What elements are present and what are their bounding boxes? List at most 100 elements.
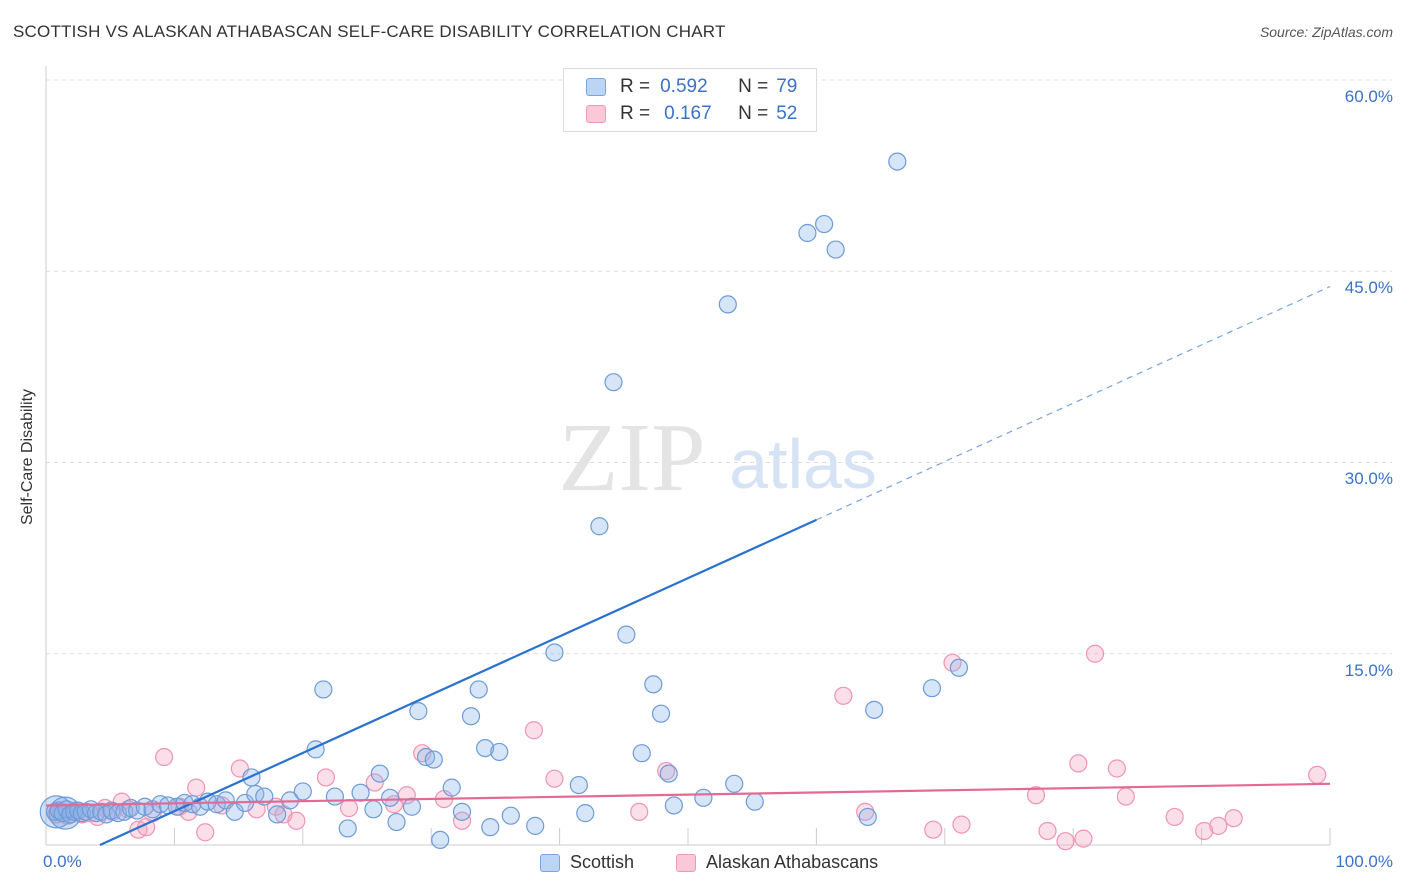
alaskan-point [1224, 809, 1243, 828]
alaskan-point [339, 798, 359, 818]
scottish-point [409, 702, 428, 721]
legend-r-label-alaskan: R = [620, 103, 651, 124]
scottish-point [644, 675, 663, 694]
scottish-point [694, 788, 713, 807]
scottish-point [651, 704, 671, 723]
watermark-zip: ZIP [559, 404, 706, 512]
scottish-point [888, 152, 907, 171]
legend-r-label-scottish: R = [620, 76, 651, 97]
scottish-point [604, 373, 623, 392]
chart-title: SCOTTISH VS ALASKAN ATHABASCAN SELF-CARE… [13, 22, 726, 41]
alaskan-point [856, 802, 875, 821]
scottish-point [725, 774, 744, 793]
scottish-point [469, 680, 488, 699]
scottish-point [858, 807, 877, 827]
scottish-point [387, 812, 406, 832]
scottish-swatch [586, 78, 606, 96]
alaskan-point [155, 747, 174, 767]
alaskan-point [1069, 754, 1088, 773]
scottish-point [268, 805, 287, 824]
alaskan-point [1107, 759, 1126, 778]
y-tick-15: 15.0% [1344, 661, 1393, 680]
alaskan-point [1209, 816, 1228, 835]
alaskan-point [1116, 787, 1135, 806]
scottish-point [501, 806, 520, 825]
alaskan-point [1165, 807, 1184, 827]
legend-row-alaskan: R = 0.167 N = 52 [586, 101, 797, 127]
stats-legend: R = 0.592 N = 79 R = 0.167 N = 52 [563, 68, 817, 132]
y-tick-45: 45.0% [1344, 278, 1393, 297]
bottom-legend-alaskan: Alaskan Athabascans [676, 852, 878, 873]
scottish-point [431, 830, 450, 850]
bottom-legend-alaskan-swatch [676, 853, 696, 872]
alaskan-point [1085, 644, 1105, 663]
scottish-point [370, 764, 389, 783]
legend-n-value-alaskan: 52 [776, 103, 798, 124]
alaskan-point [196, 823, 215, 842]
scottish-point [576, 804, 595, 823]
alaskan-point [924, 820, 943, 839]
alaskan-point [834, 686, 853, 705]
scottish-point [490, 742, 509, 762]
x-tick-min: 0.0% [43, 852, 82, 871]
scottish-point [745, 792, 764, 811]
scottish-point [865, 700, 884, 719]
alaskan-point [365, 773, 384, 792]
scottish-point [364, 800, 383, 819]
alaskan-point [657, 761, 676, 781]
alaskan-point [545, 769, 564, 788]
scottish-trend-extension [816, 286, 1331, 521]
legend-n-value-scottish: 79 [776, 76, 798, 97]
scottish-trend-line [99, 518, 817, 847]
scottish-point [664, 796, 683, 815]
alaskan-point [630, 802, 649, 821]
scottish-point [293, 782, 312, 801]
alaskan-point [1056, 832, 1075, 851]
bottom-legend-alaskan-label: Alaskan Athabascans [706, 852, 879, 872]
bottom-legend-scottish-label: Scottish [570, 852, 635, 872]
chart-source: Source: ZipAtlas.com [1259, 24, 1393, 40]
alaskan-point [1195, 821, 1214, 841]
scottish-point [798, 223, 817, 243]
scottish-point [424, 750, 443, 769]
axes [45, 66, 1331, 846]
alaskan-point [1026, 786, 1046, 805]
scottish-point [476, 738, 495, 758]
alaskan-point [287, 811, 306, 830]
legend-r-value-scottish: 0.592 [660, 76, 708, 97]
scottish-point [569, 775, 588, 795]
scottish-point [402, 797, 422, 816]
scottish-point [659, 764, 678, 783]
legend-row-scottish: R = 0.592 N = 79 [586, 74, 797, 100]
alaskan-point [524, 721, 544, 740]
scottish-point [338, 819, 357, 838]
scottish-point [481, 818, 500, 837]
scottish-point [442, 778, 461, 797]
y-tick-60: 60.0% [1344, 87, 1393, 106]
scottish-point [351, 783, 370, 802]
alaskan-point [952, 815, 971, 834]
legend-n-label-alaskan: N = [738, 103, 769, 124]
scottish-point [590, 517, 609, 536]
alaskan-point [316, 768, 336, 787]
scottish-point [632, 744, 651, 763]
alaskan-point [1038, 821, 1057, 841]
alaskan-trend-line [45, 782, 1331, 807]
bottom-legend-scottish-swatch [540, 853, 560, 872]
scottish-point [314, 680, 333, 699]
alaskan-swatch [586, 105, 606, 123]
scottish-point [545, 643, 564, 662]
watermark-atlas: atlas [729, 425, 877, 503]
scottish-point [718, 295, 737, 314]
alaskan-point [1074, 829, 1093, 848]
grid-lines [46, 79, 1392, 655]
scottish-point [949, 658, 969, 677]
scottish-point [922, 679, 942, 698]
scottish-point [617, 625, 636, 644]
legend-r-value-alaskan: 0.167 [664, 103, 712, 124]
scottish-point [815, 214, 834, 234]
y-tick-30: 30.0% [1344, 469, 1393, 488]
scottish-point [452, 802, 472, 821]
scottish-point [526, 816, 545, 835]
